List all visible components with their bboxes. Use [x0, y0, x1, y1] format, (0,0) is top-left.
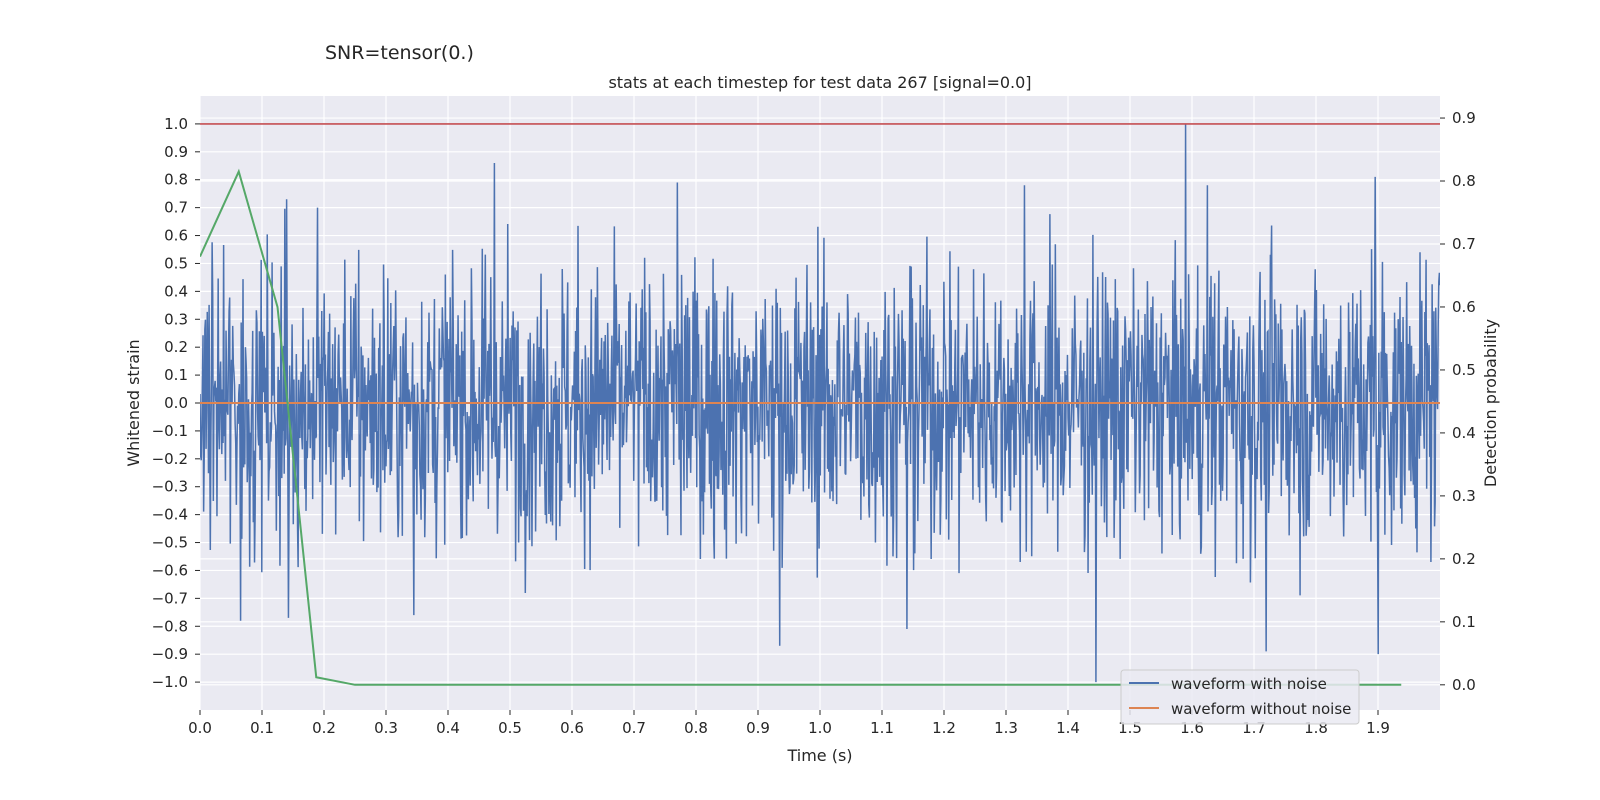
x-tick-label: 0.5: [498, 719, 522, 737]
x-tick-label: 0.1: [250, 719, 274, 737]
x-tick-label: 1.1: [870, 719, 894, 737]
x-tick-label: 0.0: [188, 719, 212, 737]
y2-tick-label: 0.1: [1452, 613, 1476, 631]
legend: waveform with noise waveform without noi…: [1120, 669, 1360, 725]
y-tick-label: −0.1: [152, 422, 188, 440]
legend-label-with-noise: waveform with noise: [1171, 675, 1327, 693]
y2-tick-label: 0.8: [1452, 172, 1476, 190]
y-tick-label: 0.4: [164, 282, 188, 300]
x-tick-label: 1.0: [808, 719, 832, 737]
figure-suptitle: SNR=tensor(0.): [325, 42, 474, 64]
y2-tick-label: 0.2: [1452, 550, 1476, 568]
x-tick-label: 0.7: [622, 719, 646, 737]
y-tick-label: 0.9: [164, 143, 188, 161]
legend-box: [1120, 669, 1360, 725]
y-tick-label: −0.2: [152, 450, 188, 468]
y2-tick-label: 0.7: [1452, 235, 1476, 253]
y2-tick-label: 0.3: [1452, 487, 1476, 505]
x-tick-label: 0.2: [312, 719, 336, 737]
x-tick-label: 1.4: [1056, 719, 1080, 737]
y-tick-label: 0.8: [164, 171, 188, 189]
x-tick-label: 1.9: [1366, 719, 1390, 737]
x-tick-label: 0.9: [746, 719, 770, 737]
y-tick-label: 0.6: [164, 227, 188, 245]
axes: 0.0 0.1 0.2 0.3 0.4 0.5 0.6 0.7 0.8 0.9 1.0 1.1 1.2 1…: [152, 109, 1476, 737]
x-tick-label: 0.6: [560, 719, 584, 737]
series-waveform-with-noise: [200, 123, 1440, 683]
y-tick-label: −0.7: [152, 589, 188, 607]
y2-tick-label: 0.5: [1452, 361, 1476, 379]
y-tick-label: −1.0: [152, 673, 188, 691]
y-tick-label: −0.8: [152, 617, 188, 635]
y-tick-label: 0.1: [164, 366, 188, 384]
y-tick-label: 0.5: [164, 254, 188, 272]
y-tick-label: 0.7: [164, 199, 188, 217]
y-tick-label: 0.3: [164, 310, 188, 328]
x-tick-label: 0.3: [374, 719, 398, 737]
x-tick-label: 0.8: [684, 719, 708, 737]
y-tick-label: −0.3: [152, 478, 188, 496]
y2-tick-label: 0.9: [1452, 109, 1476, 127]
y2-tick-label: 0.6: [1452, 298, 1476, 316]
x-axis-label: Time (s): [786, 746, 852, 765]
x-tick-label: 1.2: [932, 719, 956, 737]
y-tick-label: −0.9: [152, 645, 188, 663]
y-axis-label: Whitened strain: [124, 339, 143, 466]
y-tick-label: −0.4: [152, 506, 188, 524]
y-tick-label: −0.5: [152, 534, 188, 552]
y-tick-label: 0.2: [164, 338, 188, 356]
y-tick-label: 0.0: [164, 394, 188, 412]
legend-label-without-noise: waveform without noise: [1171, 700, 1351, 718]
y-tick-label: −0.6: [152, 561, 188, 579]
y2-tick-label: 0.4: [1452, 424, 1476, 442]
x-tick-label: 1.3: [994, 719, 1018, 737]
y2-tick-label: 0.0: [1452, 676, 1476, 694]
x-tick-label: 0.4: [436, 719, 460, 737]
y-tick-label: 1.0: [164, 115, 188, 133]
chart-title: stats at each timestep for test data 267…: [608, 73, 1031, 92]
y2-axis-label: Detection probability: [1481, 319, 1500, 487]
